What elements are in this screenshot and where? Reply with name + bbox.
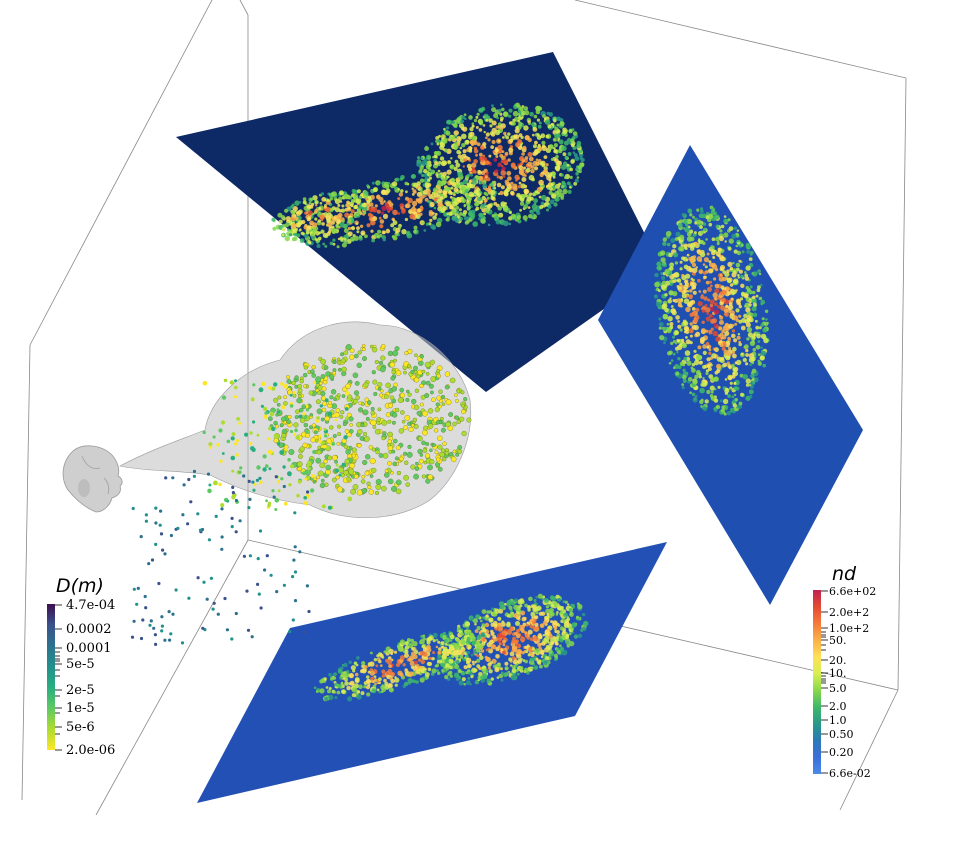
side-plane xyxy=(598,145,863,605)
density-label: 1.0 xyxy=(829,714,847,727)
diameter-label: 0.0001 xyxy=(66,641,112,656)
diameter-label: 2e-5 xyxy=(66,683,95,698)
vapor-isosurface xyxy=(119,321,472,519)
density-label: 10. xyxy=(829,667,847,680)
density-colorbar-title: nd xyxy=(832,563,857,585)
head-model xyxy=(62,445,123,513)
bottom-plane-contour xyxy=(313,593,589,702)
diameter-label: 2.0e-06 xyxy=(66,743,116,758)
density-colorbar-gradient xyxy=(813,590,821,774)
diameter-colorbar-gradient xyxy=(47,604,55,750)
density-colorbar xyxy=(813,590,828,774)
density-label: 0.50 xyxy=(829,728,854,741)
density-label: 1.0e+2 xyxy=(829,622,870,635)
diameter-label: 5e-5 xyxy=(66,657,95,672)
density-label: 2.0e+2 xyxy=(829,606,870,619)
diameter-label: 1e-5 xyxy=(66,701,95,716)
density-label: 6.6e+02 xyxy=(829,585,877,598)
density-label: 2.0 xyxy=(829,700,847,713)
top-plane-contour xyxy=(271,102,585,249)
density-label: 20. xyxy=(829,654,847,667)
diameter-label: 5e-6 xyxy=(66,720,95,735)
density-label: 5.0 xyxy=(829,682,847,695)
top-plane xyxy=(176,52,662,392)
density-label: 6.6e-02 xyxy=(829,767,871,780)
diameter-label: 0.0002 xyxy=(66,622,112,637)
side-plane-contour xyxy=(653,205,770,416)
droplet-particles xyxy=(130,344,472,647)
density-label: 0.20 xyxy=(829,746,854,759)
droplet-cloud xyxy=(119,321,472,647)
diameter-colorbar xyxy=(47,604,62,751)
density-label: 50. xyxy=(829,634,847,647)
diameter-colorbar-title: D(m) xyxy=(56,575,104,597)
diameter-label: 4.7e-04 xyxy=(66,598,116,613)
bottom-plane xyxy=(197,542,667,803)
